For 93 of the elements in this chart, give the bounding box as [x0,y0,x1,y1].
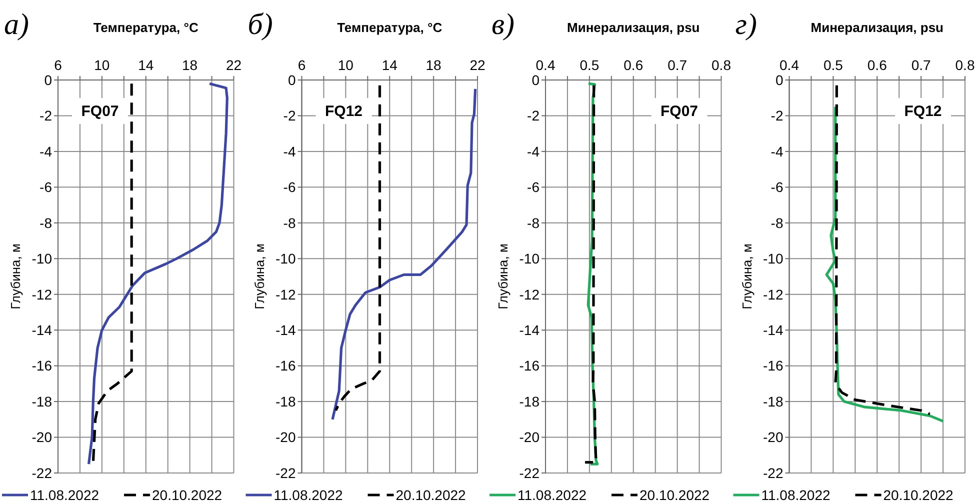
y-tick-label: -2 [283,108,296,124]
x-tick-label: 0.8 [955,57,975,73]
x-tick-label: 0.5 [823,57,844,73]
legend-label: 20.10.2022 [396,486,466,503]
y-tick-label: -18 [763,393,784,410]
y-tick-label: -2 [40,108,52,124]
y-tick-label: -14 [276,322,296,338]
y-tick-label: -18 [32,393,52,410]
x-tick-label: 18 [182,57,198,73]
y-tick-label: -4 [527,143,540,160]
x-tick-label: 6 [54,57,62,73]
y-tick-label: -2 [527,108,540,124]
y-tick-label: -12 [32,286,52,302]
y-tick-label: -6 [527,179,540,196]
y-tick-label: -12 [276,286,296,302]
y-tick-label: -20 [519,429,540,446]
y-tick-label: -4 [283,143,296,160]
x-axis-title: Минерализация, psu [567,20,700,35]
y-tick-label: -4 [770,143,784,160]
y-tick-label: -12 [519,286,540,302]
y-tick-label: 0 [532,72,540,88]
legend-label: 11.08.2022 [761,486,830,503]
x-tick-label: 14 [382,57,398,73]
x-tick-label: 10 [338,57,354,73]
x-tick-label: 0.4 [780,57,800,73]
x-axis-title: Температура, °C [337,20,443,35]
y-tick-label: -14 [763,322,784,338]
y-tick-label: -20 [763,429,784,446]
y-tick-label: -8 [770,214,784,231]
x-tick-label: 10 [94,57,110,73]
x-axis-title: Температура, °C [93,20,199,35]
y-tick-label: -22 [276,464,296,481]
y-tick-label: 0 [44,72,52,88]
legend-label: 20.10.2022 [883,486,954,503]
x-tick-label: 0.6 [867,57,888,73]
legend-label: 20.10.2022 [152,486,222,503]
y-tick-label: -10 [763,250,784,267]
y-tick-label: -16 [519,358,540,374]
annotation: FQ12 [904,103,942,120]
x-tick-label: 0.8 [712,57,732,73]
y-tick-label: -20 [32,429,52,446]
y-tick-label: -20 [276,429,296,446]
legend-label: 11.08.2022 [30,486,100,503]
x-tick-label: 0.7 [911,57,932,73]
x-tick-label: 14 [138,57,154,73]
x-tick-label: 22 [470,57,486,73]
chart-title: г) [735,8,757,41]
y-tick-label: -14 [519,322,540,338]
y-tick-label: -16 [276,358,296,374]
y-axis-title: Глубина, м [252,244,267,310]
y-tick-label: -6 [40,179,52,196]
y-tick-label: -10 [519,250,540,267]
annotation: FQ07 [660,103,698,120]
chart-title: а) [4,8,29,41]
y-tick-label: -10 [32,250,52,267]
legend-label: 20.10.2022 [640,486,710,503]
y-tick-label: 0 [775,72,784,88]
chart-title: в) [492,8,515,41]
y-tick-label: -18 [276,393,296,410]
x-tick-label: 0.6 [624,57,644,73]
legend-label: 11.08.2022 [274,486,343,503]
line-series [584,84,598,464]
y-tick-label: 0 [288,72,296,88]
y-tick-label: -22 [519,464,540,481]
y-tick-label: -4 [40,143,52,160]
y-tick-label: -16 [763,358,784,374]
y-tick-label: -8 [527,214,540,231]
x-axis-title: Минерализация, psu [810,20,944,35]
y-tick-label: -18 [519,393,540,410]
annotation: FQ07 [81,103,119,120]
y-tick-label: -22 [763,464,784,481]
y-tick-label: -8 [40,214,52,231]
x-tick-label: 6 [298,57,306,73]
y-axis-title: Глубина, м [496,244,510,310]
y-tick-label: -12 [763,286,784,302]
legend-label: 11.08.2022 [518,486,587,503]
x-tick-label: 18 [426,57,442,73]
y-tick-label: -6 [770,179,784,196]
y-axis-title: Глубина, м [739,244,754,310]
y-tick-label: -10 [276,250,296,267]
y-tick-label: -16 [32,358,52,374]
x-tick-label: 0.7 [668,57,688,73]
x-tick-label: 0.5 [580,57,600,73]
x-tick-label: 22 [226,57,242,73]
y-tick-label: -22 [32,464,52,481]
x-tick-label: 0.4 [536,57,556,73]
chart-title: б) [248,8,273,41]
y-tick-label: -6 [283,179,296,196]
y-tick-label: -2 [770,108,784,124]
y-tick-label: -14 [32,322,52,338]
annotation: FQ12 [324,103,363,120]
y-axis-title: Глубина, м [8,244,23,310]
y-tick-label: -8 [283,214,296,231]
